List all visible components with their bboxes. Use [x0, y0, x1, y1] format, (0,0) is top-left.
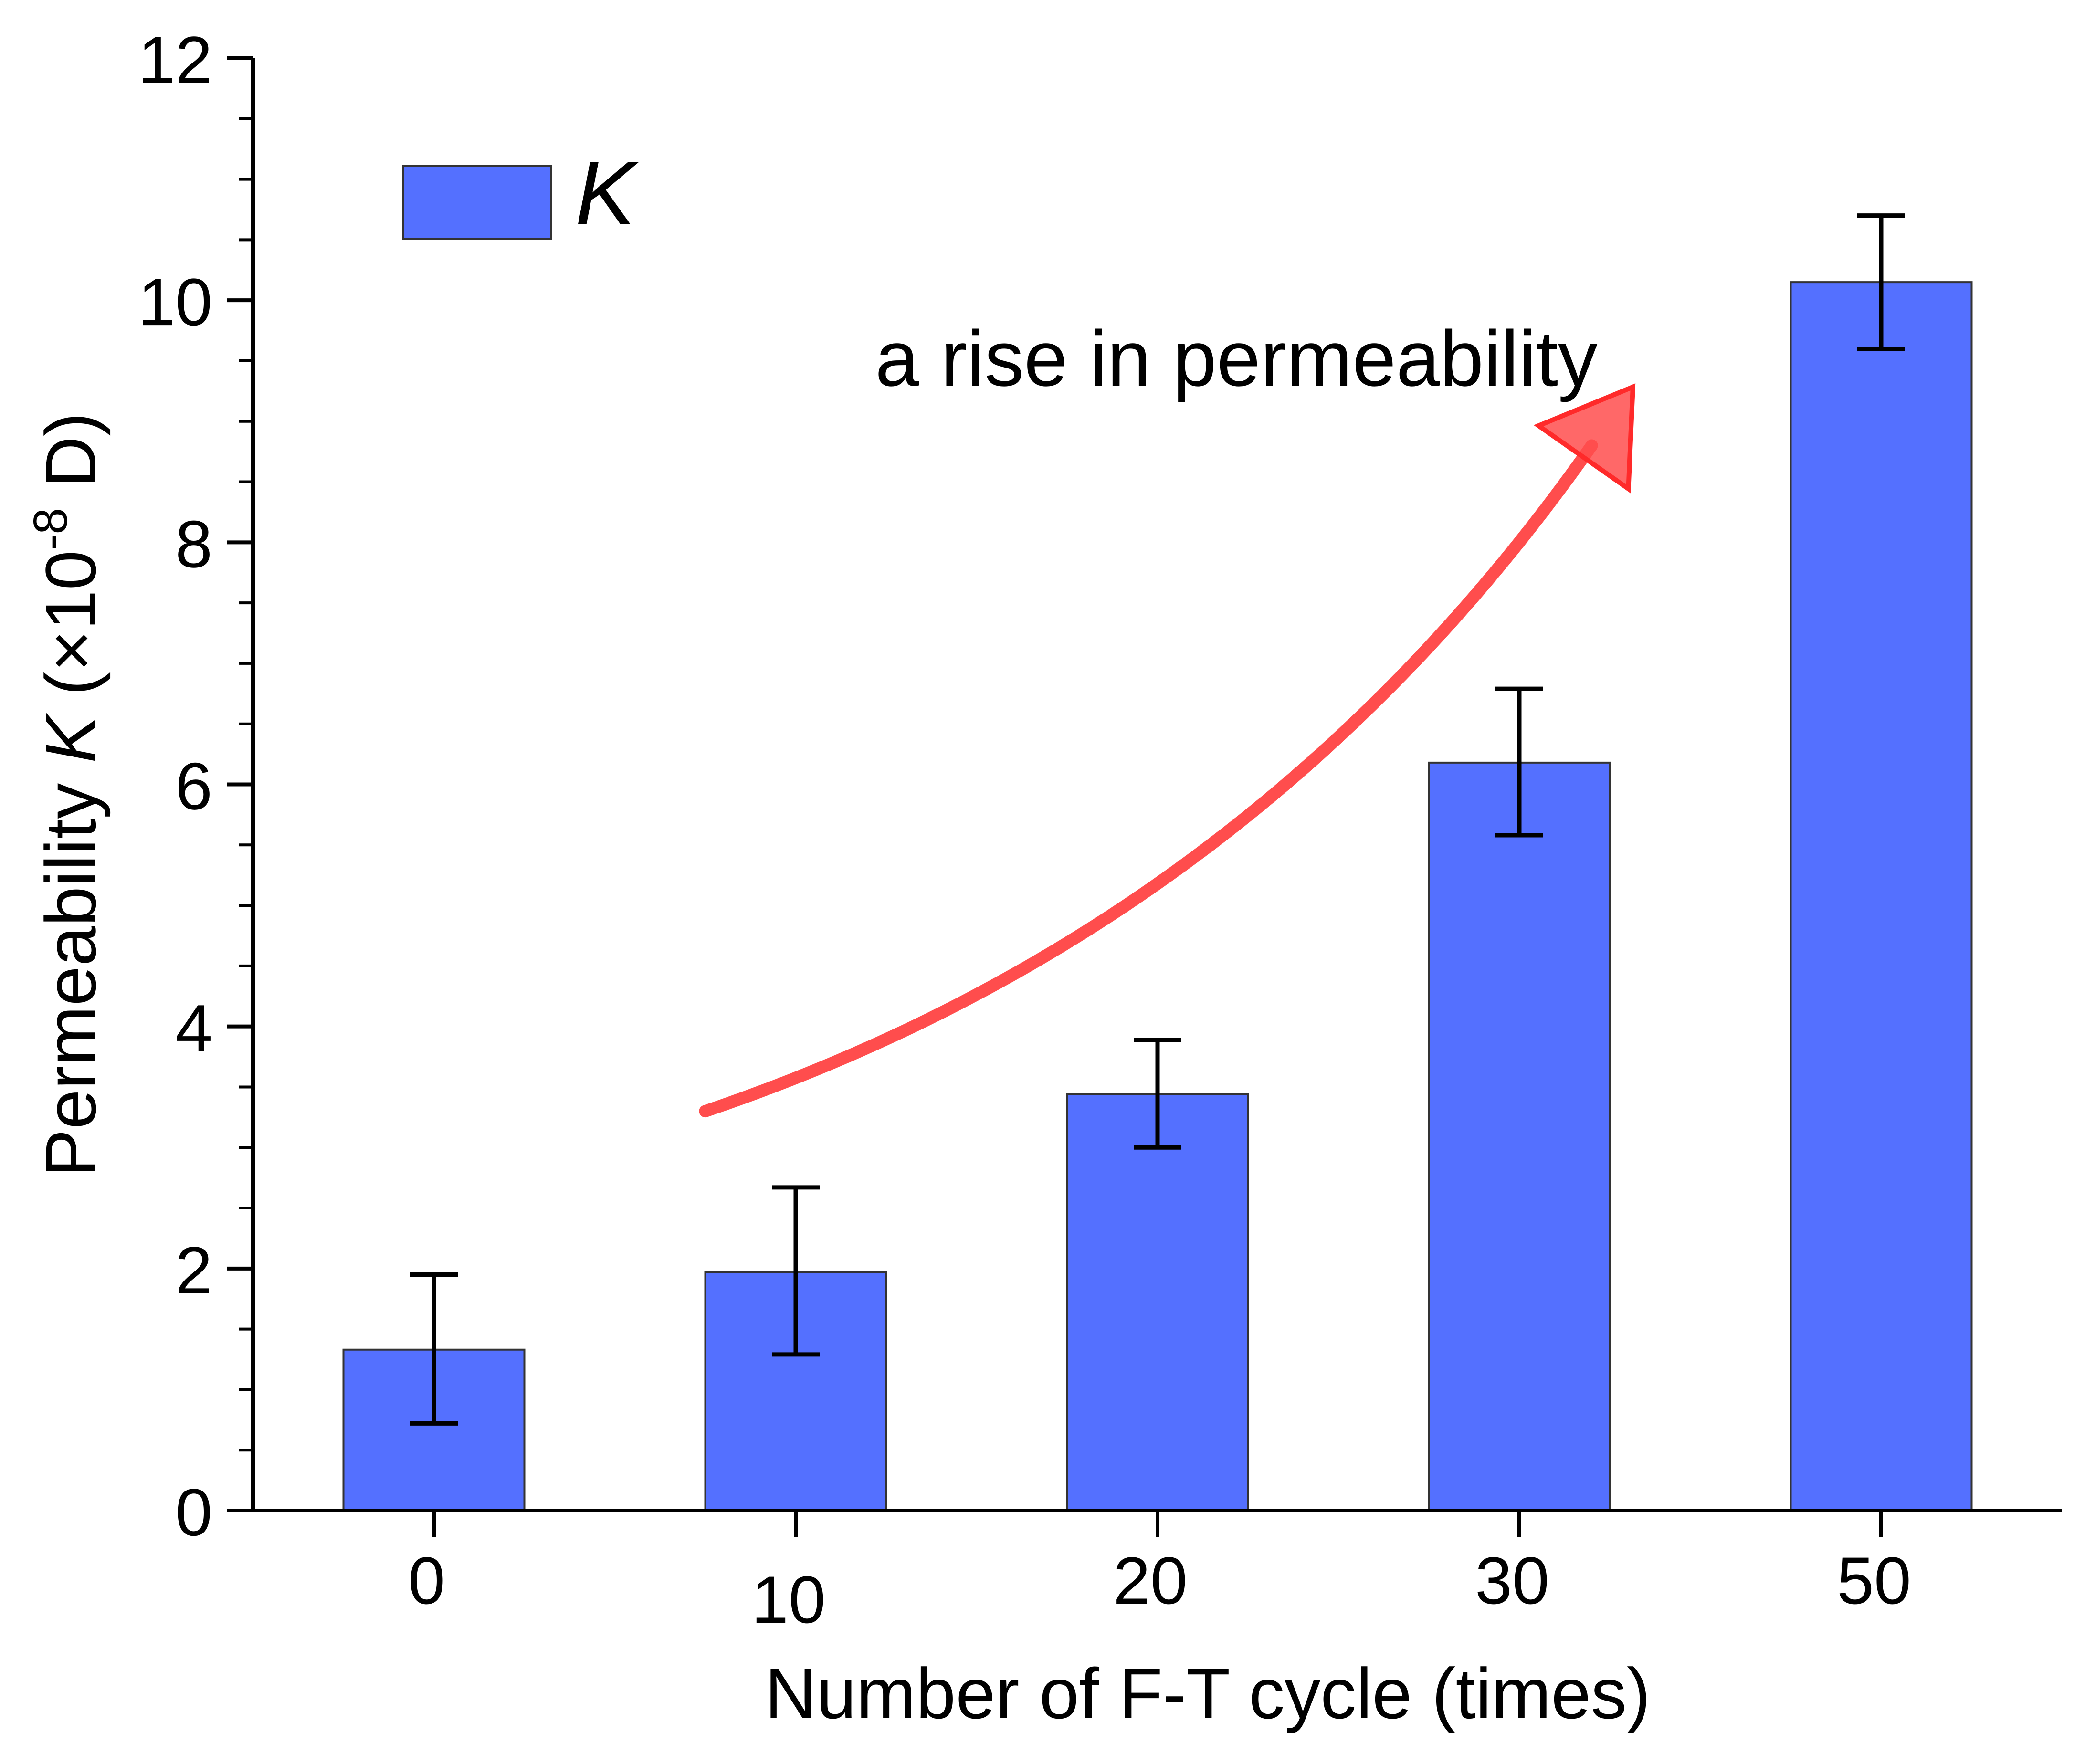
trend-arrow-head: [1533, 383, 1636, 494]
x-tick-label-0: 0: [408, 1543, 445, 1618]
trend-arrow-layer: [699, 383, 1636, 1118]
error-bar-0: [410, 1272, 458, 1426]
y-tick-label-2: 2: [175, 1233, 212, 1308]
y-axis-title-exponent: -8: [24, 508, 77, 550]
x-axis-title: Number of F-T cycle (times): [765, 1653, 1651, 1733]
axes-layer: 0 2 4 6 8 10 12 0 10 20 30 50: [138, 22, 2062, 1637]
x-tick-label-20: 20: [1113, 1543, 1188, 1618]
y-axis-title-open: (×10: [31, 550, 111, 715]
trend-arrow-shaft: [699, 439, 1598, 1118]
y-axis-title-symbol: K: [31, 713, 111, 763]
y-tick-label-8: 8: [175, 506, 212, 581]
y-tick-label-10: 10: [138, 264, 212, 339]
error-bar-50: [1857, 213, 1905, 351]
y-axis-title-prefix: Permeability: [31, 763, 111, 1177]
x-tick-label-30: 30: [1475, 1543, 1549, 1618]
legend-label: K: [575, 143, 639, 244]
error-bar-20: [1134, 1038, 1181, 1150]
y-tick-label-6: 6: [175, 749, 212, 824]
x-tick-label-50: 50: [1837, 1543, 1911, 1618]
labels-layer: a rise in permeability Number of F-T cyc…: [24, 315, 1651, 1733]
y-axis-title: Permeability K (×10-8 D): [24, 412, 111, 1177]
error-bar-30: [1495, 686, 1543, 838]
x-tick-label-10: 10: [751, 1562, 826, 1637]
y-tick-label-4: 4: [175, 991, 212, 1066]
bar-20: [1066, 1093, 1249, 1512]
error-bars-layer: [410, 213, 1905, 1426]
bars-layer: [342, 281, 1973, 1512]
y-tick-label-0: 0: [175, 1475, 212, 1550]
legend-swatch: [402, 165, 552, 240]
error-bar-10: [772, 1185, 820, 1357]
bar-50: [1790, 281, 1973, 1512]
legend: K: [402, 143, 639, 244]
y-tick-label-12: 12: [138, 22, 212, 97]
annotation-text: a rise in permeability: [875, 315, 1598, 402]
bar-30: [1428, 761, 1611, 1512]
y-axis-title-close: D): [31, 412, 111, 508]
